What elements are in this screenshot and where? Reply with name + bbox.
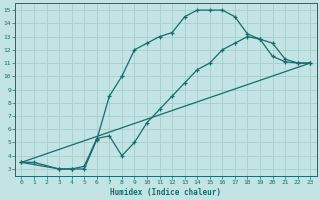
X-axis label: Humidex (Indice chaleur): Humidex (Indice chaleur) (110, 188, 221, 197)
